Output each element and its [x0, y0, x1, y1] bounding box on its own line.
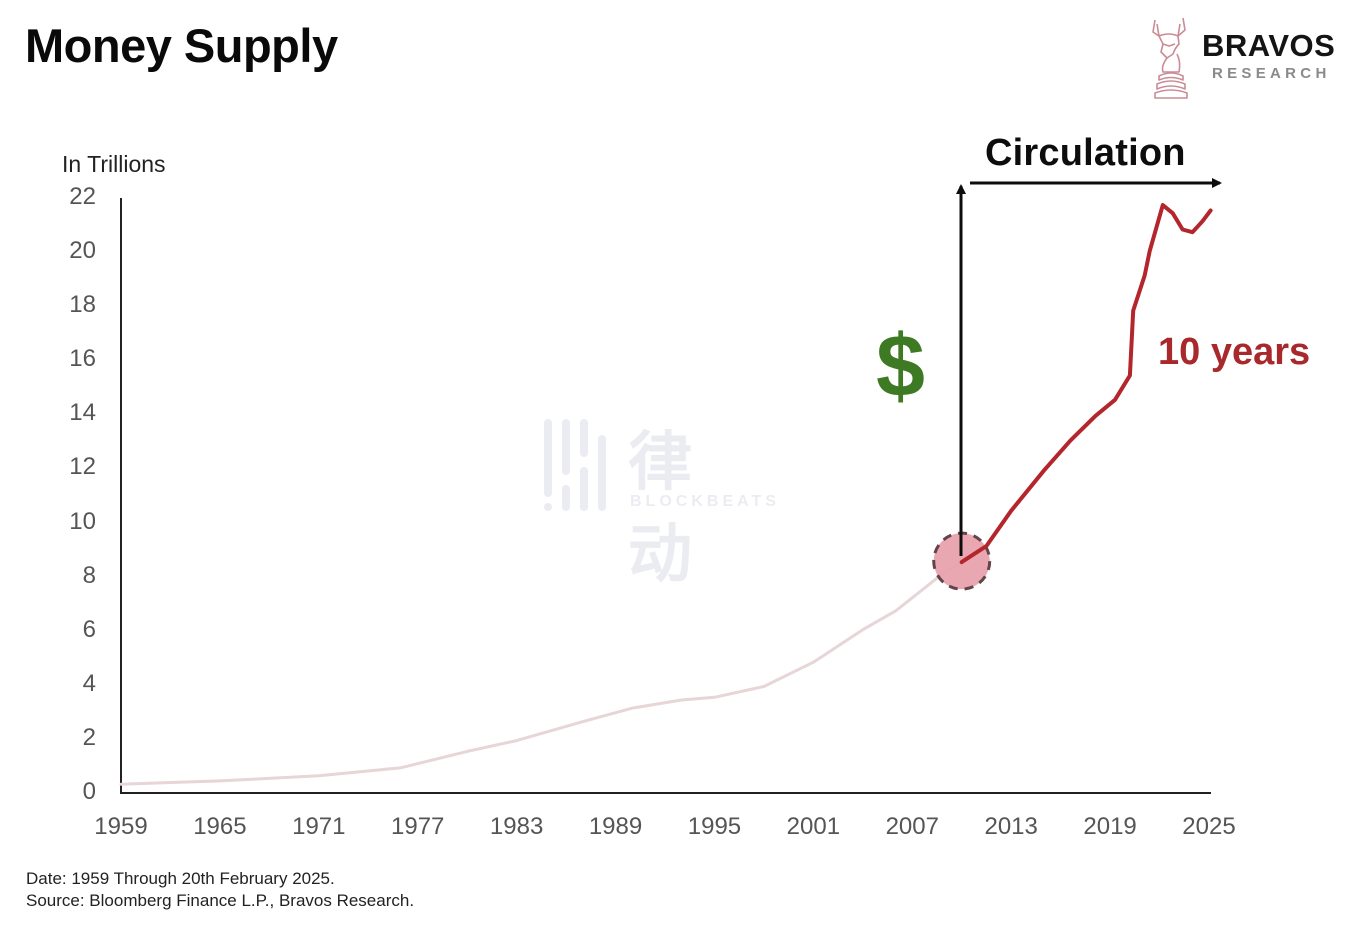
watermark-subtext: BLOCKBEATS: [630, 493, 780, 510]
y-tick-label: 10: [69, 507, 96, 535]
y-tick-label: 2: [82, 723, 96, 751]
y-axis-label: In Trillions: [62, 151, 166, 177]
ten-years-label: 10 years: [1158, 331, 1311, 373]
y-tick-label: 0: [82, 778, 96, 805]
blockbeats-bars-icon: [544, 419, 606, 511]
chart-footer: Date: 1959 Through 20th February 2025. S…: [26, 868, 414, 912]
y-tick-label: 4: [82, 669, 96, 697]
highlighted-money-supply-line: [959, 203, 1213, 565]
bravos-logo: BRAVOS RESEARCH: [1145, 14, 1350, 102]
x-tick-label: 1983: [489, 813, 544, 840]
x-tick-label: 2001: [786, 813, 841, 840]
y-tick-label: 6: [82, 615, 96, 643]
x-tick-label: 1965: [193, 813, 247, 840]
circulation-label: Circulation: [985, 132, 1186, 174]
y-tick-label: 14: [69, 399, 96, 427]
bull-chess-knight-icon: [1152, 17, 1188, 99]
chart-title: Money Supply: [25, 19, 338, 72]
logo-name: BRAVOS: [1202, 28, 1336, 63]
x-tick-label: 1989: [588, 813, 643, 840]
x-tick-label: 1995: [687, 813, 742, 840]
x-tick-label: 1977: [391, 813, 445, 840]
x-tick-label: 2007: [885, 813, 939, 840]
x-tick-label: 2019: [1083, 813, 1137, 840]
y-tick-label: 12: [69, 453, 96, 481]
y-tick-label: 18: [69, 291, 96, 319]
x-tick-label: 2013: [984, 813, 1038, 840]
y-tick-label: 22: [69, 183, 96, 210]
logo-subtitle: RESEARCH: [1212, 65, 1331, 82]
source-note: Source: Bloomberg Finance L.P., Bravos R…: [26, 891, 415, 910]
x-tick-label: 2025: [1182, 813, 1236, 840]
x-tick-label: 1959: [94, 813, 148, 840]
date-range-note: Date: 1959 Through 20th February 2025.: [26, 869, 335, 888]
dollar-sign-icon: $: [876, 316, 925, 415]
y-tick-label: 8: [82, 561, 96, 589]
y-tick-label: 16: [69, 345, 96, 373]
watermark-text: 律动: [628, 426, 692, 592]
y-tick-label: 20: [69, 237, 96, 265]
muted-money-supply-line: [119, 560, 964, 786]
x-tick-label: 1971: [292, 813, 346, 840]
